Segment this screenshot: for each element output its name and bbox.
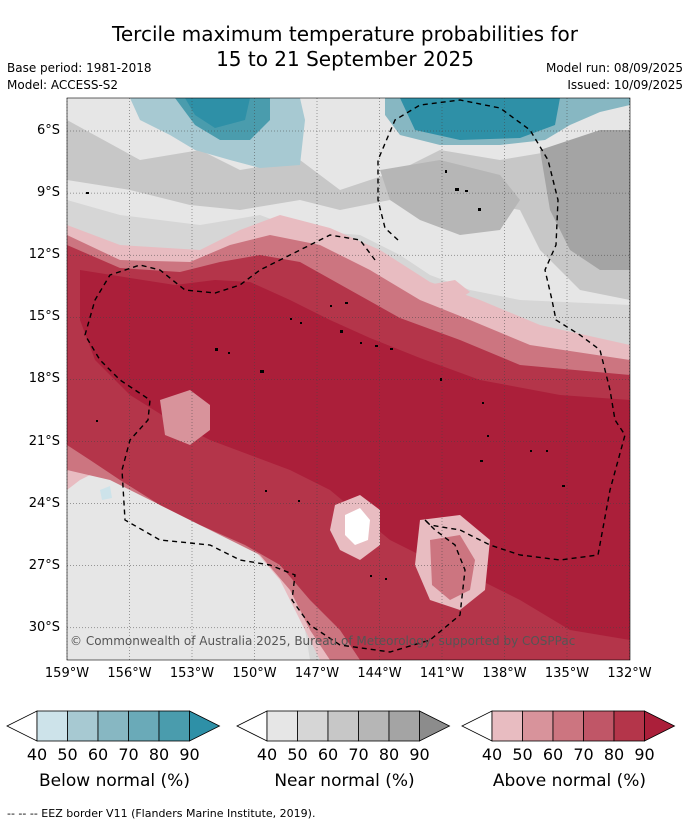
lon-label: 144°W	[357, 666, 402, 681]
lon-label: 156°W	[107, 666, 152, 681]
legend-extend-high	[189, 710, 221, 742]
legend-above-normal-bar	[461, 710, 676, 742]
legend-below-title: Below normal (%)	[39, 771, 190, 791]
above-normal-hole-1	[160, 390, 210, 445]
legend-swatch	[613, 710, 645, 742]
legend-tick-label: 80	[378, 745, 400, 764]
legend-swatch	[67, 710, 99, 742]
legend-tick-label: 40	[256, 745, 278, 764]
near-normal-dark-region-2	[380, 160, 520, 235]
legend-swatch	[297, 710, 329, 742]
legend-swatch	[583, 710, 615, 742]
legend-swatch	[36, 710, 68, 742]
legend-tick-label: 90	[179, 745, 200, 764]
legend-extend-high	[419, 710, 451, 742]
map-frame	[66, 97, 631, 661]
legend-tick-label: 50	[57, 745, 78, 764]
lat-label: 9°S	[36, 185, 60, 201]
copyright-credit: © Commonwealth of Australia 2025, Bureau…	[70, 634, 576, 648]
legend-tick-label: 80	[148, 745, 170, 764]
legend-tick-label: 80	[603, 745, 625, 764]
legend-swatch	[97, 710, 129, 742]
lat-label: 18°S	[28, 371, 60, 387]
lat-label: 6°S	[36, 123, 60, 138]
base-period: Base period: 1981-2018	[7, 61, 152, 75]
legend-extend-high	[644, 710, 676, 742]
legend-swatch	[128, 710, 160, 742]
lon-label: 147°W	[294, 666, 340, 681]
below-normal-region-east-core	[400, 98, 560, 140]
legend-extend-low	[461, 710, 493, 742]
title-line-1: Tercile maximum temperature probabilitie…	[112, 22, 578, 46]
lon-label: 135°W	[544, 666, 590, 681]
legend-tick-label: 70	[348, 745, 369, 764]
eez-borders	[84, 99, 626, 653]
islands	[86, 170, 565, 580]
below-normal-region-west-peak	[185, 98, 250, 128]
legend-above-title: Above normal (%)	[492, 771, 647, 791]
eez-border-east	[377, 99, 626, 561]
lon-label: 159°W	[44, 666, 90, 681]
legend-tick-label: 90	[409, 745, 430, 764]
above-normal-east-patch-core	[430, 535, 475, 600]
legend-tick-label: 50	[287, 745, 308, 764]
eez-footnote: -- -- -- EEZ border V11 (Flanders Marine…	[7, 807, 316, 820]
issued-date: Issued: 10/09/2025	[567, 78, 683, 92]
legend-tick-label: 40	[481, 745, 503, 764]
legend-swatch	[358, 710, 390, 742]
legend-swatch	[491, 710, 523, 742]
near-normal-island-patch	[428, 280, 470, 302]
eez-border-west	[84, 234, 466, 653]
lon-label: 150°W	[232, 666, 277, 681]
legend-tick-label: 60	[542, 745, 564, 764]
lon-label: 153°W	[169, 666, 215, 681]
legend-extend-low	[236, 710, 268, 742]
lat-label: 24°S	[28, 495, 60, 511]
legend-tick-label: 40	[26, 745, 48, 764]
legend-swatch	[327, 710, 359, 742]
legend-swatch	[552, 710, 584, 742]
map-title: Tercile maximum temperature probabilitie…	[0, 22, 690, 72]
legend-swatch	[158, 710, 190, 742]
legend-swatch	[522, 710, 554, 742]
map-field	[67, 98, 630, 660]
title-line-2: 15 to 21 September 2025	[216, 47, 474, 71]
legend-swatch	[388, 710, 420, 742]
legend-near-normal-bar	[236, 710, 451, 742]
near-normal-mid-region	[67, 120, 630, 300]
legend-swatch	[266, 710, 298, 742]
legend-near-title: Near normal (%)	[274, 771, 415, 791]
model-name: Model: ACCESS-S2	[7, 78, 119, 92]
lat-label: 30°S	[28, 619, 60, 635]
legend-tick-label: 70	[573, 745, 594, 764]
legend-tick-label: 60	[87, 745, 109, 764]
legend-tick-label: 90	[634, 745, 655, 764]
legend-tick-label: 60	[317, 745, 339, 764]
above-normal-hole-2-core	[345, 508, 370, 545]
lat-label: 27°S	[28, 557, 60, 573]
legend-tick-label: 50	[512, 745, 533, 764]
model-run: Model run: 08/09/2025	[545, 61, 683, 75]
legend-extend-low	[6, 710, 38, 742]
lon-label: 141°W	[419, 666, 465, 681]
below-normal-small-patch	[100, 486, 112, 500]
near-normal-dark-region	[540, 130, 630, 270]
lon-label: 132°W	[607, 666, 652, 681]
lat-label: 12°S	[28, 247, 60, 263]
meta-right: Model run: 08/09/2025 Issued: 10/09/2025	[546, 60, 683, 94]
above-normal-region-90	[80, 270, 630, 640]
lon-label: 138°W	[482, 666, 527, 681]
lat-label: 21°S	[28, 433, 60, 449]
legend-below-normal-bar	[6, 710, 221, 742]
lat-label: 15°S	[28, 309, 60, 325]
legend-tick-label: 70	[118, 745, 139, 764]
meta-left: Base period: 1981-2018 Model: ACCESS-S2	[7, 60, 152, 94]
graticule	[66, 98, 630, 660]
